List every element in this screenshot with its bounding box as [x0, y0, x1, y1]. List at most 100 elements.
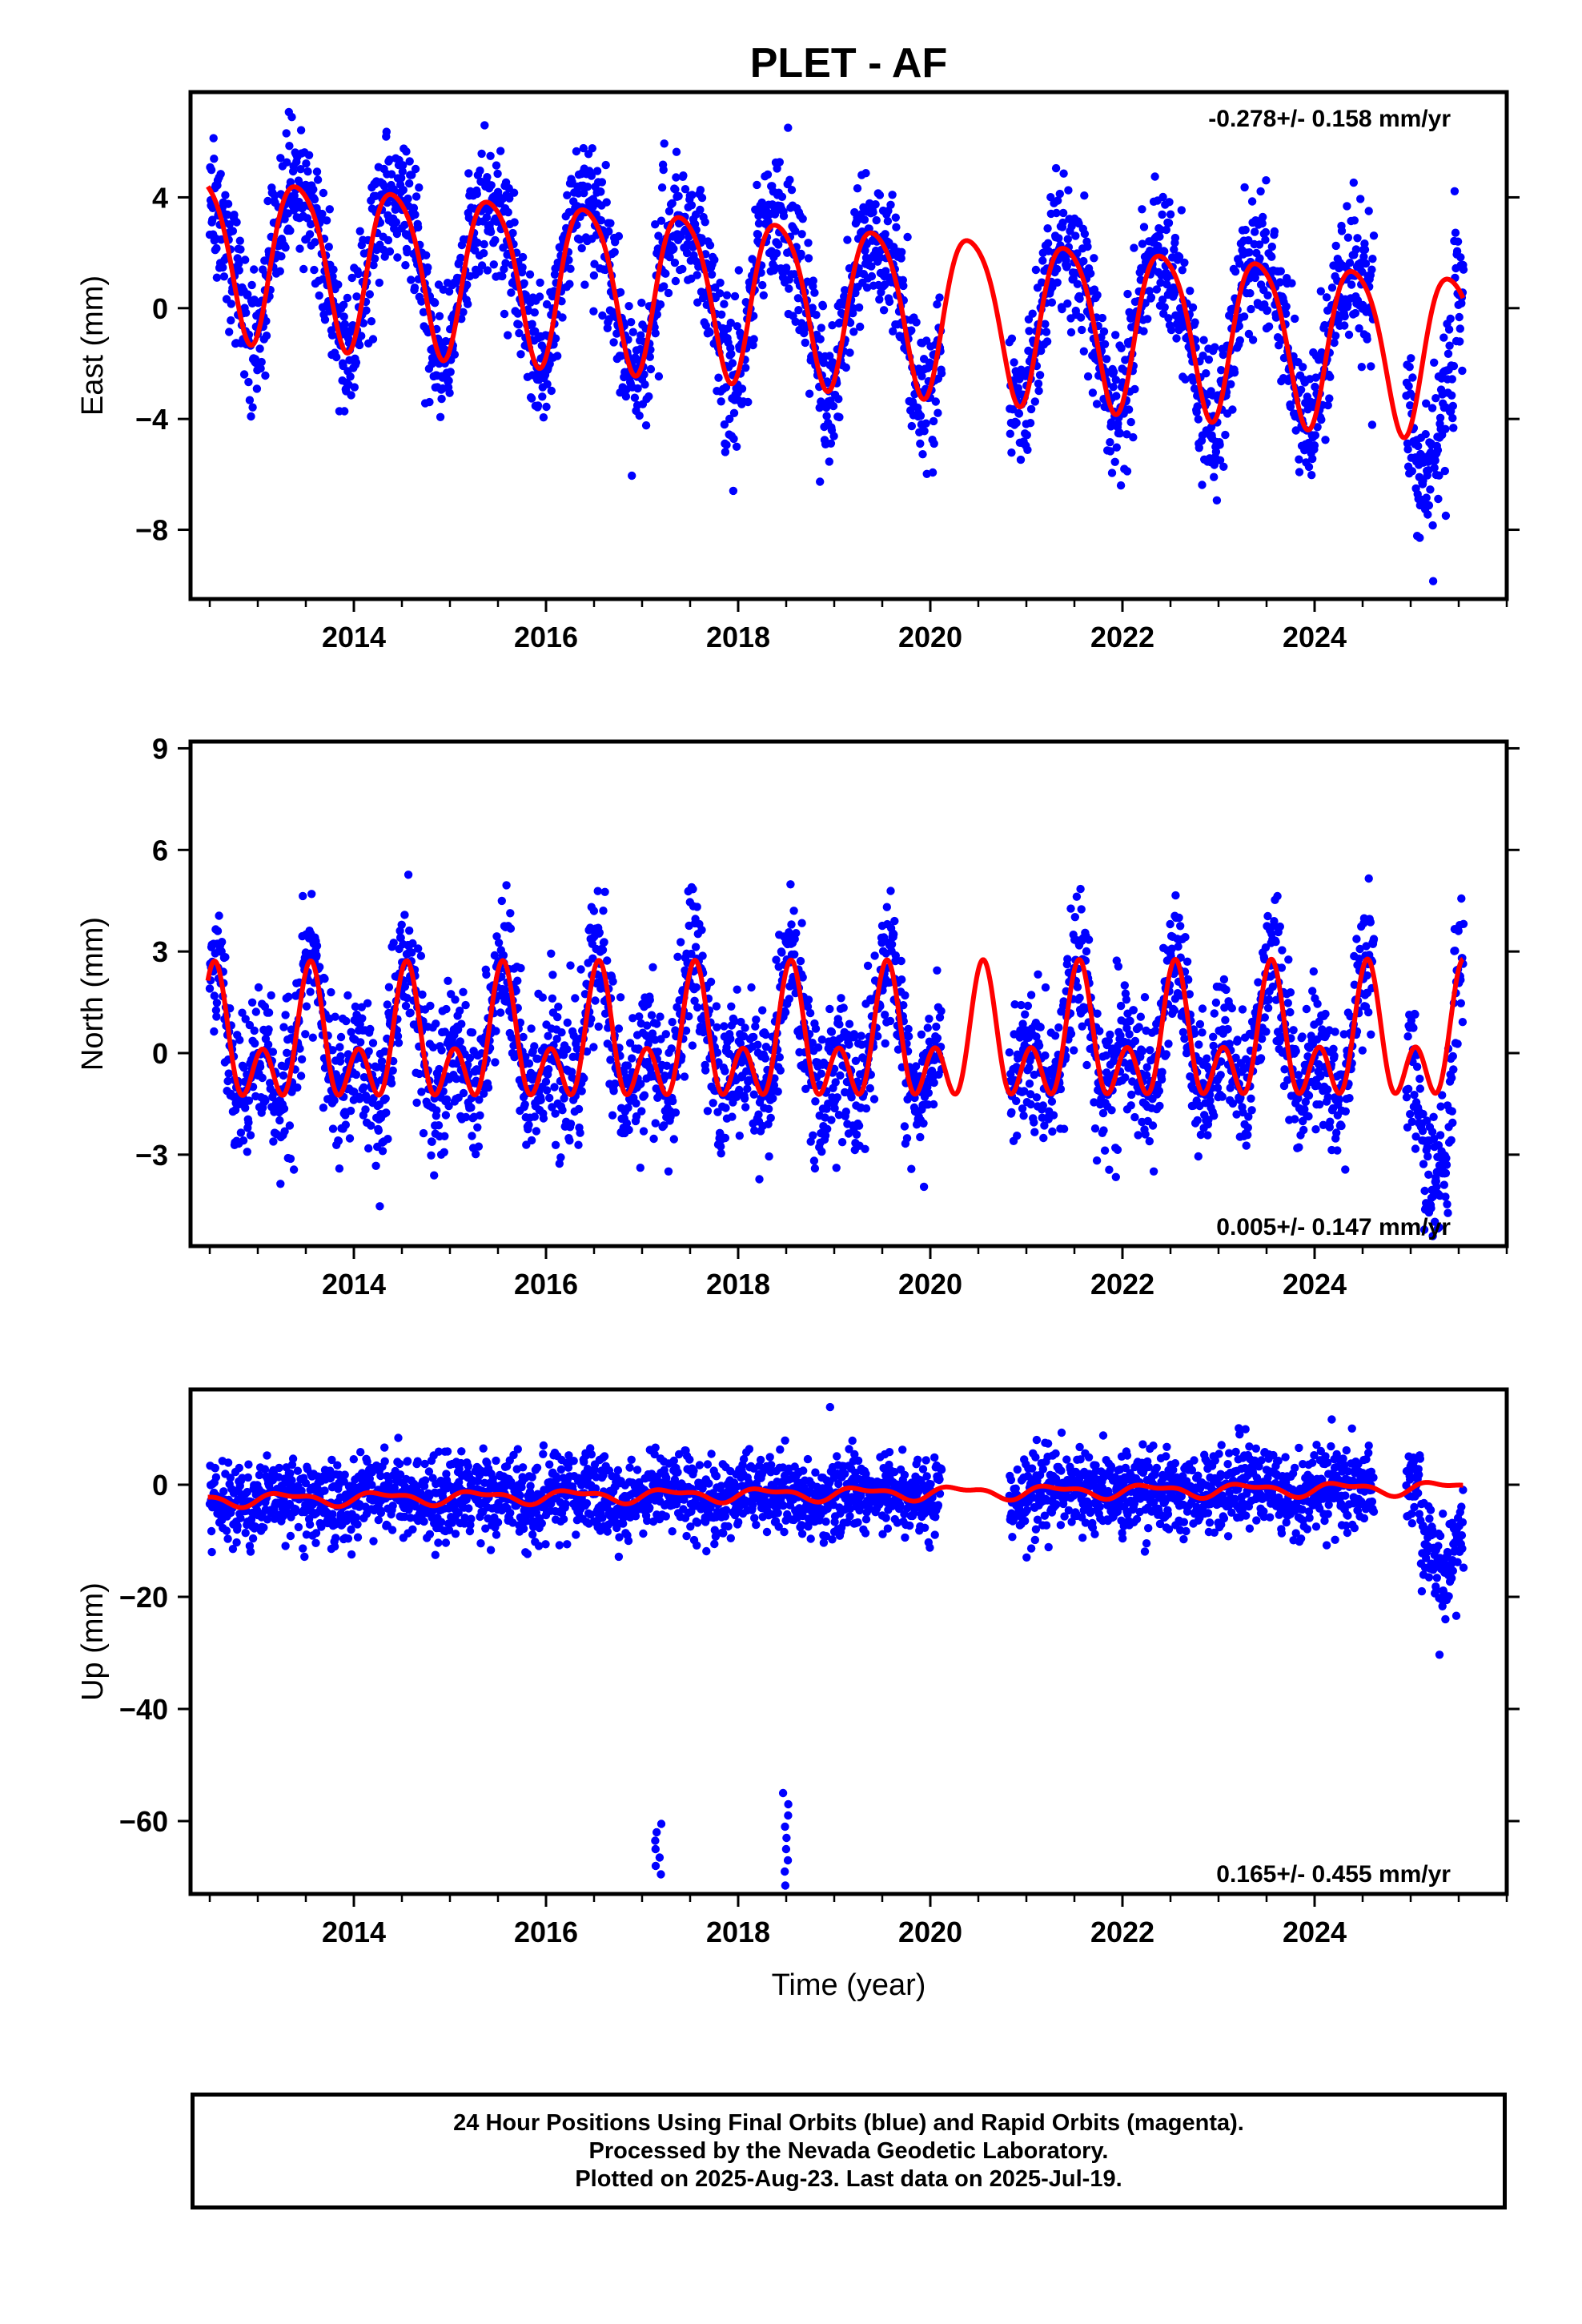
data-point [397, 920, 406, 930]
data-point [1164, 1039, 1173, 1048]
data-point [336, 1051, 345, 1061]
data-point [463, 280, 472, 289]
data-point [345, 1134, 355, 1143]
data-point [667, 1044, 676, 1053]
data-point [275, 267, 284, 275]
data-point [244, 377, 253, 387]
data-point [835, 412, 844, 422]
data-point [639, 1127, 648, 1136]
data-point [1251, 227, 1259, 236]
data-point [648, 1029, 657, 1038]
data-point [1448, 413, 1457, 423]
data-point [1445, 341, 1454, 350]
data-point [327, 331, 337, 340]
data-point [1407, 467, 1417, 476]
data-point [1145, 287, 1154, 296]
data-point [1086, 269, 1095, 278]
data-point [528, 320, 536, 328]
data-point [775, 158, 784, 167]
data-point [690, 996, 699, 1006]
data-point [566, 961, 575, 970]
data-point [640, 370, 648, 379]
data-point [367, 1121, 375, 1130]
data-point [1174, 942, 1182, 951]
data-point [717, 397, 725, 406]
data-point [656, 1012, 665, 1021]
data-point [363, 999, 372, 1008]
data-point [775, 1053, 784, 1062]
data-point [392, 229, 402, 239]
data-point [1456, 253, 1465, 262]
data-point [426, 1001, 435, 1011]
data-point [752, 1015, 761, 1024]
data-point [1149, 1167, 1158, 1176]
data-point [809, 1131, 817, 1140]
data-point [210, 1027, 219, 1036]
data-point [853, 184, 862, 193]
data-point [401, 261, 410, 270]
data-point [739, 1031, 749, 1041]
data-point [1066, 1029, 1076, 1039]
data-point [825, 457, 834, 466]
data-point [772, 249, 781, 258]
data-point [541, 1077, 551, 1086]
data-point [837, 994, 845, 1003]
data-point [1162, 1050, 1171, 1059]
data-point [1050, 1031, 1060, 1040]
data-point [919, 1119, 928, 1128]
data-point [861, 1104, 871, 1113]
data-point [692, 983, 701, 992]
data-point [587, 171, 596, 180]
data-point [536, 1096, 545, 1104]
data-point [502, 881, 511, 890]
data-point [550, 1083, 559, 1092]
data-point [566, 1120, 576, 1128]
data-point [480, 249, 488, 258]
data-point [808, 304, 817, 312]
data-point [302, 159, 311, 168]
data-point [1404, 381, 1413, 391]
data-point [897, 247, 906, 256]
data-point [1262, 176, 1271, 185]
data-point [648, 963, 657, 972]
data-point [1177, 206, 1186, 215]
data-point [527, 394, 536, 403]
data-point [881, 1011, 889, 1019]
data-point [287, 1025, 296, 1034]
data-point [1038, 278, 1046, 287]
data-point [1095, 1027, 1104, 1035]
data-point [1106, 447, 1115, 456]
data-point [1364, 207, 1373, 215]
data-point [1424, 501, 1434, 510]
data-point [366, 1024, 375, 1034]
data-point [387, 1079, 396, 1088]
data-point [725, 414, 734, 424]
data-point [649, 1134, 658, 1144]
data-point [811, 1024, 821, 1033]
data-point [1215, 440, 1224, 449]
data-point [662, 1061, 672, 1071]
data-point [1244, 329, 1254, 339]
data-point [287, 113, 296, 122]
data-point [509, 188, 519, 197]
data-point [652, 310, 661, 319]
data-point [330, 1096, 339, 1105]
data-point [881, 230, 889, 239]
data-point [232, 218, 241, 227]
data-point [406, 1008, 415, 1017]
data-point [1428, 577, 1438, 585]
data-point [1287, 279, 1296, 287]
data-point [1176, 922, 1185, 931]
data-point [1310, 441, 1319, 450]
data-point [257, 357, 266, 367]
data-point [623, 1061, 632, 1070]
data-point [744, 397, 753, 407]
data-point [888, 191, 897, 199]
data-point [608, 1111, 617, 1120]
data-point [393, 1031, 403, 1041]
data-point [1427, 404, 1437, 412]
data-point [1130, 243, 1138, 252]
data-point [854, 303, 864, 312]
data-point [1082, 1060, 1091, 1070]
data-point [899, 1001, 908, 1010]
